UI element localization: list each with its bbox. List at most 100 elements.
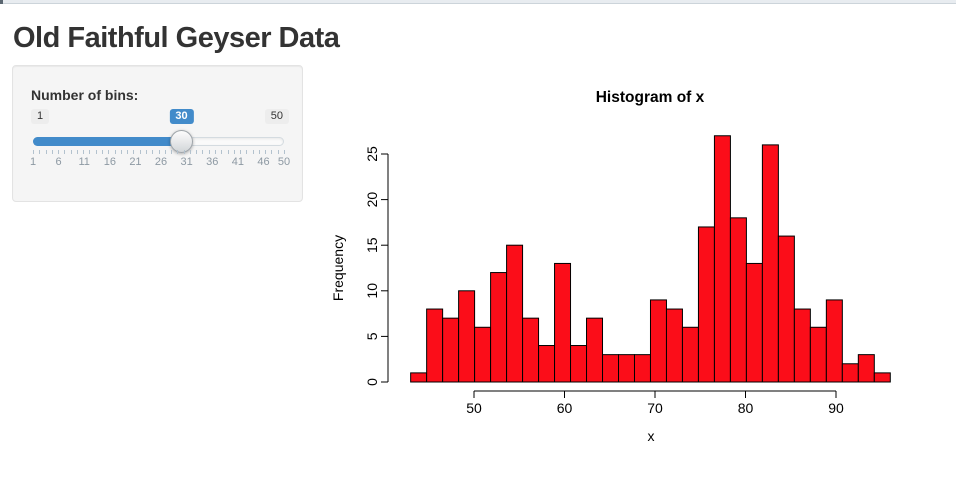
slider-grid-label: 26 — [154, 156, 168, 168]
slider-handle[interactable] — [170, 130, 194, 153]
histogram-bar — [586, 317, 604, 383]
histogram-bar — [745, 262, 763, 383]
slider-grid-tick — [258, 150, 260, 154]
histogram-bar — [522, 317, 540, 383]
bins-slider[interactable]: 1 50 30 1 6 11 16 21 26 31 36 41 46 50 — [13, 66, 302, 201]
x-tick-label: 90 — [828, 400, 844, 416]
slider-grid-tick — [145, 150, 147, 154]
histogram-bar — [713, 135, 731, 383]
slider-grid-tick — [114, 150, 116, 154]
slider-grid-tick — [271, 150, 273, 154]
y-tick-label: 15 — [364, 237, 380, 253]
slider-grid-tick — [83, 150, 85, 154]
slider-grid-tick — [102, 150, 104, 154]
slider-value-label: 30 — [169, 109, 194, 124]
histogram-bar — [665, 308, 683, 383]
histogram-bar — [825, 299, 843, 383]
page-title: Old Faithful Geyser Data — [13, 22, 340, 54]
slider-grid-label: 21 — [129, 156, 142, 168]
slider-grid-label: 50 — [277, 156, 291, 168]
y-axis-title: Frequency — [330, 235, 346, 301]
histogram-bar — [570, 345, 588, 383]
slider-grid-tick — [158, 150, 160, 154]
slider-grid-label: 11 — [78, 156, 90, 168]
bins-slider-label: Number of bins: — [31, 87, 139, 103]
histogram-bar — [841, 363, 859, 383]
histogram-bar — [410, 372, 428, 383]
slider-grid-tick — [51, 150, 53, 154]
top-strip-left-segment — [0, 0, 3, 4]
slider-grid-tick — [284, 150, 285, 154]
x-tick-label: 80 — [738, 400, 754, 416]
slider-grid-label: 36 — [206, 156, 219, 168]
slider-grid-tick — [164, 150, 166, 154]
histogram-bar — [761, 144, 779, 383]
y-tick-label: 25 — [364, 146, 380, 162]
slider-grid-tick — [95, 150, 97, 154]
histogram-bar — [697, 226, 715, 383]
slider-grid-tick — [189, 150, 191, 154]
slider-grid-tick — [233, 150, 235, 154]
slider-grid-tick — [208, 150, 210, 154]
y-tick-label: 0 — [364, 378, 380, 386]
histogram-bar — [442, 317, 460, 383]
slider-grid-tick — [152, 150, 154, 154]
histogram-bar — [729, 217, 747, 383]
histogram-bar — [649, 299, 667, 383]
slider-grid-tick — [39, 150, 41, 154]
histogram-bar — [809, 326, 827, 383]
slider-grid-tick — [108, 150, 110, 154]
slider-grid-label: 1 — [29, 156, 37, 168]
slider-grid-tick — [246, 150, 248, 154]
histogram-bar — [681, 326, 699, 383]
slider-grid-tick — [139, 150, 141, 154]
x-tick-label: 60 — [557, 400, 573, 416]
y-tick-label: 5 — [364, 332, 380, 340]
slider-grid-label: 6 — [55, 156, 62, 168]
slider-grid-label: 16 — [103, 156, 116, 168]
slider-grid-tick — [177, 150, 179, 154]
slider-min-label: 1 — [31, 109, 50, 124]
histogram-bar — [506, 244, 524, 383]
slider-fill-bar — [33, 137, 182, 146]
y-tick-label: 20 — [364, 192, 380, 208]
histogram-plot: Histogram of x 0 5 10 15 20 25 Frequency 50 60 70 8… — [330, 89, 891, 444]
slider-grid-tick — [58, 150, 60, 154]
slider-grid-tick — [133, 150, 135, 154]
sidebar-panel: Number of bins: 1 50 30 1 6 11 16 21 26 31 36 41… — [12, 65, 303, 202]
slider-grid-tick — [45, 150, 47, 154]
slider-grid-tick — [221, 150, 223, 154]
slider-grid-tick — [70, 150, 72, 154]
slider-grid-tick — [127, 150, 129, 154]
slider-grid-label: 31 — [180, 156, 193, 168]
histogram-bar — [777, 235, 795, 383]
slider-grid-tick — [252, 150, 254, 154]
slider-grid-tick — [240, 150, 242, 154]
x-tick-label: 70 — [647, 400, 663, 416]
x-tick-label: 50 — [466, 400, 482, 416]
histogram-bar — [458, 290, 476, 383]
slider-grid-tick — [265, 150, 267, 154]
browser-top-strip — [0, 0, 956, 4]
slider-grid-tick — [76, 150, 78, 154]
slider-grid-tick — [196, 150, 198, 154]
slider-grid-tick — [89, 150, 91, 154]
x-axis-title: x — [648, 428, 655, 444]
slider-grid-tick — [171, 150, 173, 154]
y-tick-label: 10 — [364, 283, 380, 299]
slider-grid-tick — [202, 150, 204, 154]
slider-grid-tick — [120, 150, 122, 154]
histogram-bar — [857, 354, 875, 383]
slider-grid-tick — [277, 150, 279, 154]
slider-grid-tick — [33, 150, 34, 154]
histogram-bar — [602, 354, 620, 383]
histogram-bar — [474, 326, 492, 383]
histogram-bar — [490, 272, 508, 383]
histogram-bar — [873, 372, 891, 383]
slider-grid-label: 41 — [231, 156, 245, 168]
slider-grid-tick — [64, 150, 66, 154]
slider-grid-tick — [214, 150, 216, 154]
chart-title: Histogram of x — [596, 89, 705, 106]
histogram-bar — [793, 308, 811, 383]
histogram-bar — [426, 308, 444, 383]
